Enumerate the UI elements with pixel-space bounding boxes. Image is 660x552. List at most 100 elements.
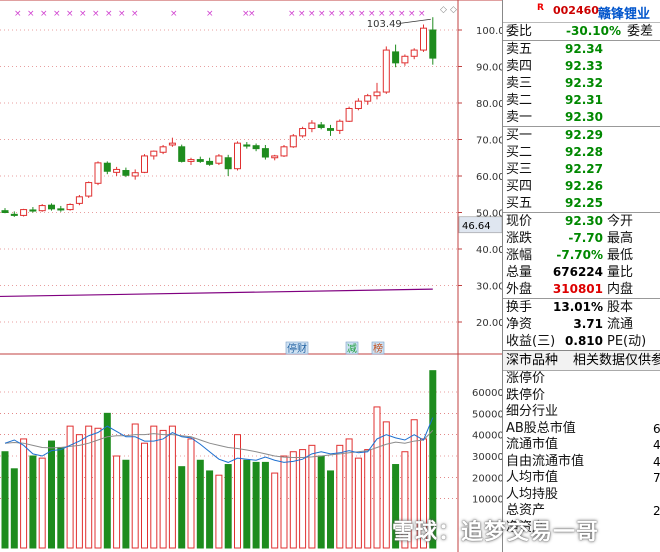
info-fields: 涨停价 跌停价 细分行业 AB股总市值 6 流通市值 4 自由流通市值 4 人均市值 7 人均持股 总资… xyxy=(503,371,660,536)
ask-level-5-label: 卖五 xyxy=(506,42,533,57)
info-field-value: 2 xyxy=(653,504,660,518)
kline-chart[interactable]: 100.0 90.00 80.00 70.00 60.00 50.00 40.00 30.00… xyxy=(0,0,502,552)
candle xyxy=(401,55,409,64)
candle xyxy=(206,160,214,165)
candle xyxy=(317,124,325,128)
quote-row-4-value: 310801 xyxy=(552,282,603,296)
ask-level-1-label: 卖一 xyxy=(506,110,533,125)
volume-bar xyxy=(178,466,186,549)
fundamental-row-0-label: 换手 xyxy=(506,300,533,315)
volume-bar xyxy=(141,442,148,549)
candle xyxy=(299,128,307,137)
limit-marker-icon: × xyxy=(40,9,48,19)
candle xyxy=(159,146,167,153)
fundamental-row-0: 换手 13.01% 股本 xyxy=(503,299,660,316)
limit-marker-icon: × xyxy=(14,9,22,19)
limit-marker-icon: × xyxy=(118,9,126,19)
candle xyxy=(215,155,223,164)
candle xyxy=(168,142,176,146)
bid-level-1-value: 92.29 xyxy=(565,128,603,142)
info-field-label: 细分行业 xyxy=(506,404,559,419)
watermark: 雪球：追梦交易一哥 xyxy=(392,520,600,545)
volume-bar xyxy=(261,461,269,549)
volume-bar xyxy=(122,459,130,549)
bid-level-4: 买四 92.26 xyxy=(503,178,660,195)
volume-tick-label: 30000 xyxy=(472,452,502,463)
candle xyxy=(196,159,204,162)
volume-bar xyxy=(215,474,223,549)
stock-code: 002460 xyxy=(553,4,599,17)
fundamental-row-0-value: 13.01% xyxy=(553,300,603,314)
volume-ma5-line xyxy=(4,417,434,463)
candle xyxy=(364,95,372,102)
quote-row-4-label2: 内盘 xyxy=(607,282,634,297)
candle xyxy=(131,172,139,177)
candle xyxy=(29,209,37,212)
limit-marker-icon: × xyxy=(131,9,139,19)
limit-marker-icon: × xyxy=(248,9,256,19)
ask-level-5-value: 92.34 xyxy=(565,42,603,56)
info-field-label: 总资产 xyxy=(506,503,546,518)
quote-row-1-label2: 最高 xyxy=(607,231,634,246)
quote-row-0-value: 92.30 xyxy=(565,214,603,228)
limit-marker-icon: × xyxy=(298,9,306,19)
indicator-line xyxy=(0,288,433,298)
candle xyxy=(280,146,288,157)
volume-bar xyxy=(252,461,260,549)
info-field-label: 自由流通市值 xyxy=(506,453,585,469)
limit-marker-icon: × xyxy=(388,9,396,19)
quote-row-1-label: 涨跌 xyxy=(506,231,533,246)
event-marker: 减 xyxy=(347,343,357,355)
tab-related-data[interactable]: 相关数据仅供参 xyxy=(573,353,660,368)
weibi-value: -30.10% xyxy=(566,24,621,38)
scroll-right-icon: ◇ xyxy=(450,5,457,15)
tab-sz-market[interactable]: 深市品种 xyxy=(506,353,559,368)
volume-bar xyxy=(299,449,307,549)
limit-marker-icon: × xyxy=(358,9,366,19)
candle xyxy=(373,91,381,97)
volume-tick-label: 10000 xyxy=(472,495,502,506)
fundamental-row-2-label2: PE(动) xyxy=(607,334,647,349)
bid-level-2: 买二 92.28 xyxy=(503,144,660,161)
price-tick-label: 60.00 xyxy=(476,172,502,183)
bid-level-5: 买五 92.25 xyxy=(503,195,660,212)
bid-level-2-value: 92.28 xyxy=(565,145,603,159)
quote-row-1-value: -7.70 xyxy=(568,231,603,245)
volume-tick-label: 60000 xyxy=(472,388,502,399)
info-field-5: 自由流通市值 4 xyxy=(503,454,660,471)
candle xyxy=(48,204,55,210)
bid-level-3-value: 92.27 xyxy=(565,162,603,176)
ask-level-3-label: 卖三 xyxy=(506,76,533,91)
info-field-1: 跌停价 xyxy=(503,388,660,405)
candle xyxy=(420,27,427,51)
volume-bar xyxy=(224,464,232,549)
volume-bar xyxy=(243,459,251,549)
price-tick-label: 40.00 xyxy=(476,245,502,256)
candle xyxy=(234,142,241,170)
candle xyxy=(1,210,9,214)
volume-bar xyxy=(345,438,353,549)
ask-level-1: 卖一 92.30 xyxy=(503,109,660,126)
price-tick-label: 70.00 xyxy=(476,136,502,147)
candle xyxy=(66,203,74,211)
volume-tick-label: 50000 xyxy=(472,409,502,420)
info-field-label: AB股总市值 xyxy=(506,420,576,436)
quote-row-3: 总量 676224 量比 xyxy=(503,264,660,281)
limit-marker-icon: × xyxy=(53,9,61,19)
ask-level-3-value: 92.32 xyxy=(565,76,603,90)
candle xyxy=(252,145,260,150)
scroll-left-icon: ◇ xyxy=(440,5,447,15)
price-tick-label: 30.00 xyxy=(476,282,502,293)
volume-bar xyxy=(280,455,288,549)
info-field-label: 人均持股 xyxy=(506,486,559,502)
stock-name[interactable]: 赣锋锂业 xyxy=(598,7,651,22)
volume-bar xyxy=(196,459,204,549)
volume-bar xyxy=(94,427,102,549)
stock-header: R 002460 赣锋锂业 xyxy=(503,0,660,23)
fundamental-row-0-label2: 股本 xyxy=(607,300,634,315)
quote-row-3-value: 676224 xyxy=(552,265,603,279)
fundamental-row-2-value: 0.810 xyxy=(565,334,603,348)
volume-bar xyxy=(271,472,279,549)
info-field-0: 涨停价 xyxy=(503,371,660,388)
volume-bar xyxy=(103,412,111,549)
